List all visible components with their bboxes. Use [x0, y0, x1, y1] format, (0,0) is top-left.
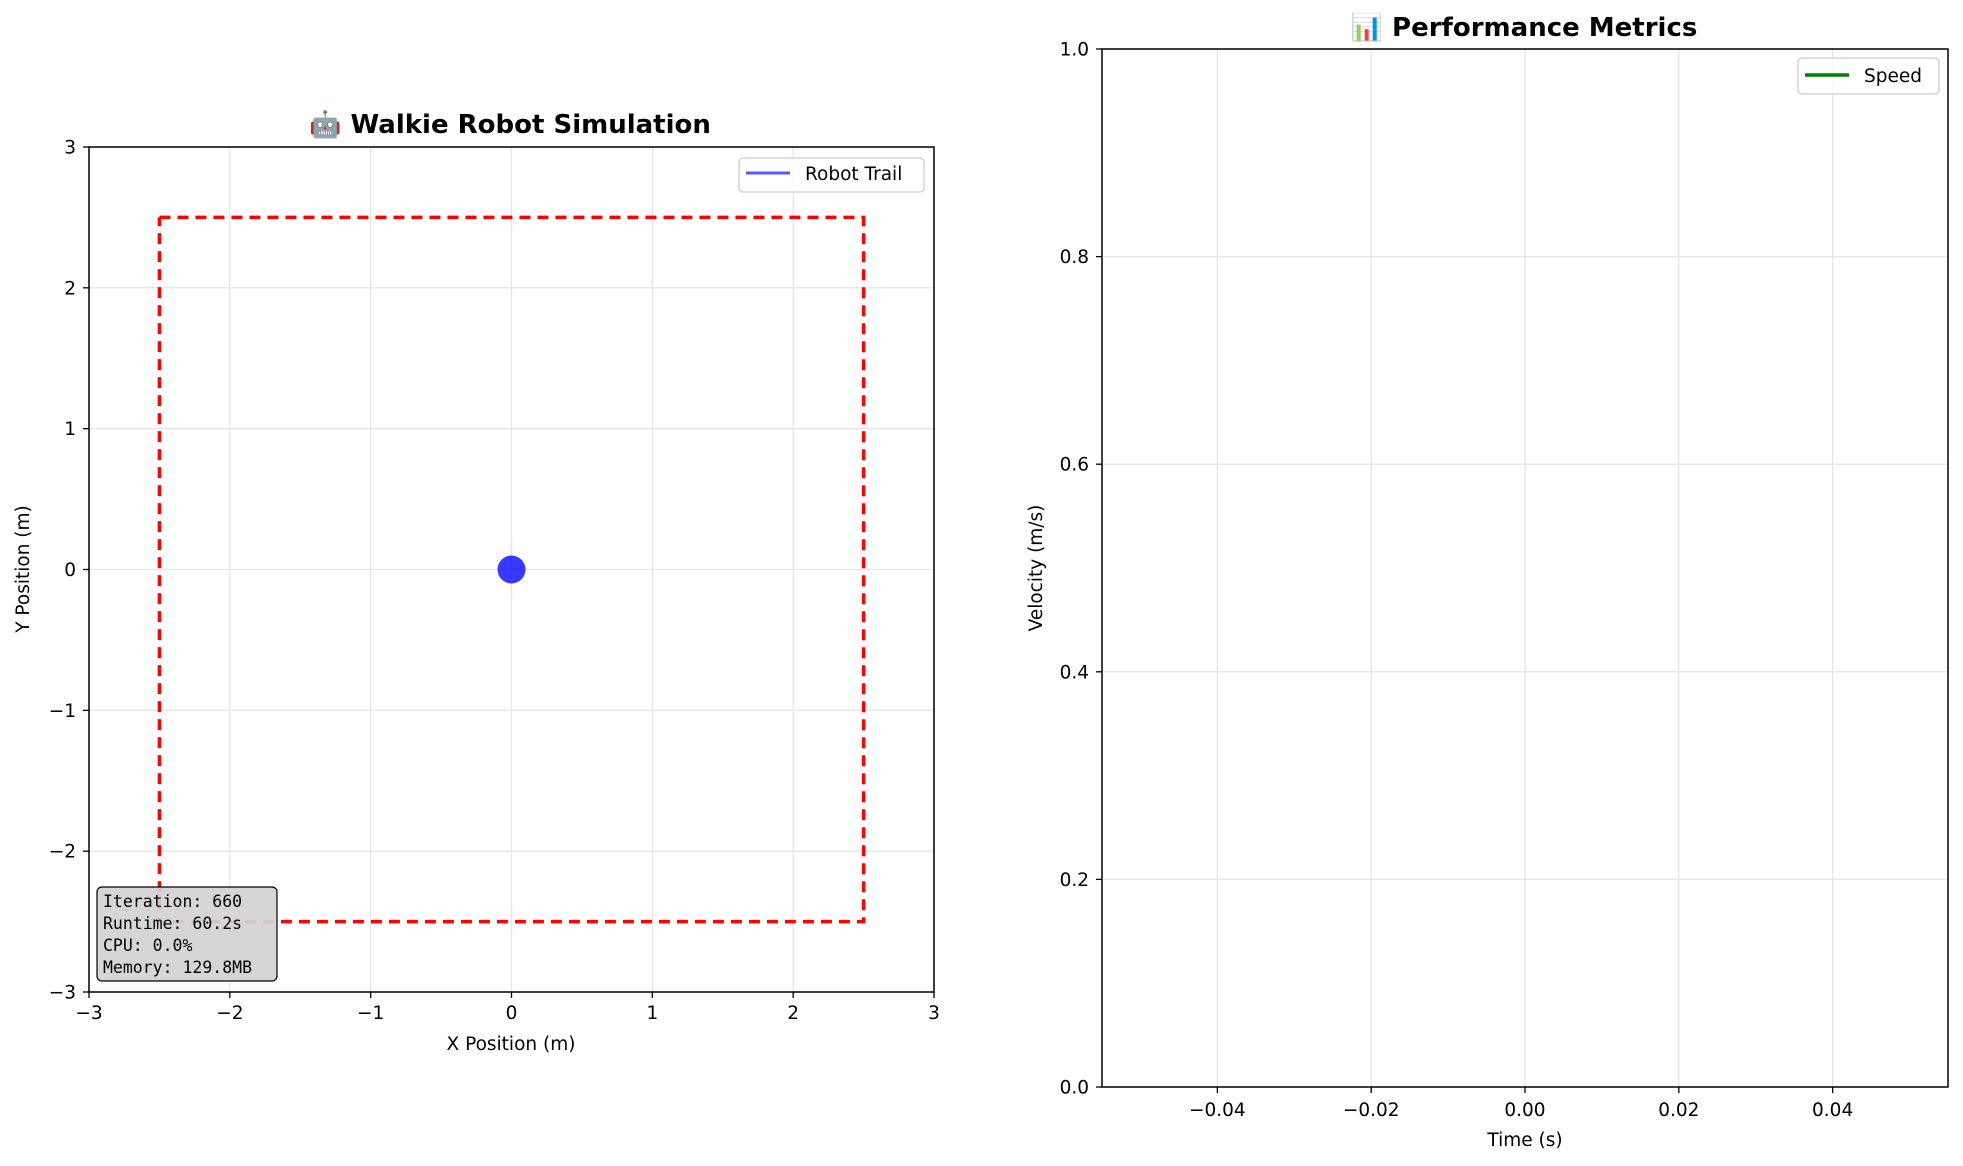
- left-y-tick-label: 0: [64, 560, 76, 581]
- left-legend: Robot Trail: [738, 157, 925, 193]
- right-x-ticks: −0.04 −0.02 0.00 0.02 0.04: [1189, 1087, 1853, 1121]
- performance-metrics-panel: 📊 Performance Metrics −0.04 −0.02 0.00 0.02…: [1026, 12, 1949, 1151]
- right-x-tick-label: −0.04: [1189, 1100, 1246, 1121]
- right-x-axis-label: Time (s): [1486, 1130, 1562, 1151]
- info-box-background: [96, 886, 278, 982]
- right-legend: Speed: [1797, 57, 1940, 95]
- left-y-tick-label: 3: [64, 138, 76, 159]
- info-runtime: Runtime: 60.2s: [103, 914, 242, 933]
- left-x-tick-label: 0: [506, 1003, 518, 1024]
- info-cpu: CPU: 0.0%: [103, 936, 192, 955]
- left-y-tick-label: −2: [49, 842, 76, 863]
- info-iteration: Iteration: 660: [103, 892, 242, 911]
- left-chart-title: 🤖 Walkie Robot Simulation: [309, 109, 711, 140]
- left-x-tick-label: 3: [928, 1003, 940, 1024]
- left-x-axis-label: X Position (m): [447, 1034, 576, 1055]
- right-x-tick-label: 0.00: [1504, 1100, 1545, 1121]
- left-y-tick-label: 1: [64, 419, 76, 440]
- left-y-ticks: −3 −2 −1 0 1 2 3: [49, 138, 89, 1004]
- left-y-tick-label: −3: [49, 983, 76, 1004]
- boundary-square: [157, 215, 866, 924]
- info-box: Iteration: 660 Runtime: 60.2s CPU: 0.0% …: [96, 886, 278, 982]
- left-y-tick-label: 2: [64, 278, 76, 299]
- left-x-tick-label: −1: [357, 1003, 384, 1024]
- right-grid: [1102, 48, 1948, 1088]
- right-y-tick-label: 0.4: [1060, 662, 1089, 683]
- right-y-tick-label: 0.8: [1060, 247, 1089, 268]
- left-x-ticks: −3 −2 −1 0 1 2 3: [75, 992, 940, 1024]
- right-y-tick-label: 0.6: [1060, 455, 1089, 476]
- right-x-tick-label: 0.02: [1658, 1100, 1699, 1121]
- right-y-tick-label: 0.0: [1060, 1078, 1089, 1099]
- right-y-ticks: 0.0 0.2 0.4 0.6 0.8 1.0: [1060, 40, 1102, 1099]
- left-x-tick-label: −2: [216, 1003, 243, 1024]
- right-y-axis-label: Velocity (m/s): [1026, 505, 1047, 632]
- left-x-tick-label: −3: [75, 1003, 102, 1024]
- right-x-tick-label: 0.04: [1812, 1100, 1853, 1121]
- robot-marker: [497, 555, 526, 584]
- right-chart-title: 📊 Performance Metrics: [1351, 12, 1698, 43]
- left-y-tick-label: −1: [49, 701, 76, 722]
- left-y-axis-label: Y Position (m): [13, 505, 34, 634]
- left-x-tick-label: 2: [787, 1003, 799, 1024]
- robot-simulation-panel: 🤖 Walkie Robot Simulation −3 −2 −1 0 1 2 3 −3−…: [13, 109, 940, 1055]
- legend-label-robot-trail: Robot Trail: [805, 164, 902, 185]
- right-legend-box: [1797, 57, 1940, 95]
- left-x-tick-label: 1: [646, 1003, 658, 1024]
- right-y-tick-label: 1.0: [1060, 40, 1089, 61]
- legend-label-speed: Speed: [1864, 66, 1922, 87]
- right-y-tick-label: 0.2: [1060, 870, 1089, 891]
- left-legend-box: [738, 157, 925, 193]
- info-memory: Memory: 129.8MB: [103, 958, 252, 977]
- right-x-tick-label: −0.02: [1343, 1100, 1400, 1121]
